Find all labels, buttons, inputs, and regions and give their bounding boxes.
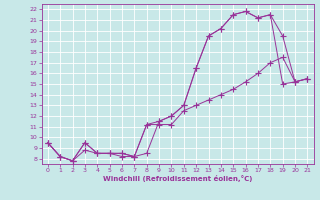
X-axis label: Windchill (Refroidissement éolien,°C): Windchill (Refroidissement éolien,°C) <box>103 175 252 182</box>
